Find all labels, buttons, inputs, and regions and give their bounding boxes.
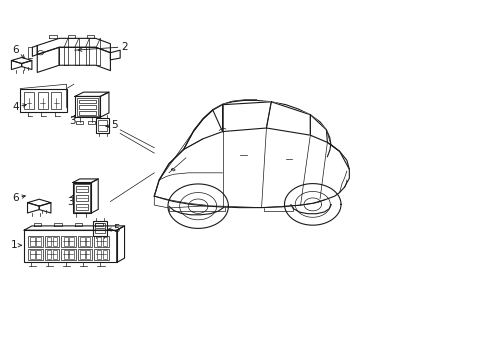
Bar — [53, 250, 57, 259]
Text: 2: 2 — [122, 42, 128, 52]
Bar — [98, 120, 107, 131]
Text: 3: 3 — [67, 197, 74, 207]
Bar — [96, 118, 109, 133]
Bar — [95, 223, 105, 233]
Bar — [30, 237, 35, 246]
Bar — [47, 237, 51, 246]
Bar — [28, 249, 42, 260]
Bar — [63, 237, 68, 246]
Text: 6: 6 — [12, 193, 19, 203]
Bar — [38, 92, 47, 109]
Bar — [24, 230, 117, 262]
Bar — [53, 237, 57, 246]
Bar — [47, 250, 51, 259]
Bar — [102, 237, 107, 246]
Bar — [86, 250, 90, 259]
Bar — [76, 186, 88, 192]
Bar — [69, 237, 74, 246]
Bar — [76, 204, 88, 210]
Bar — [20, 89, 66, 112]
Text: 5: 5 — [113, 224, 119, 234]
Bar — [69, 250, 74, 259]
Bar — [44, 236, 59, 247]
Bar — [74, 184, 90, 212]
Bar — [44, 249, 59, 260]
Polygon shape — [266, 102, 310, 135]
Bar — [51, 92, 61, 109]
Polygon shape — [310, 115, 327, 142]
Text: 6: 6 — [12, 45, 19, 55]
Bar — [79, 100, 96, 103]
Bar — [24, 92, 34, 109]
Bar — [78, 236, 92, 247]
Text: 3: 3 — [69, 116, 76, 126]
Bar — [77, 98, 98, 116]
Bar — [76, 121, 83, 124]
Polygon shape — [222, 102, 271, 132]
Bar — [76, 195, 88, 201]
Bar — [30, 250, 35, 259]
Bar — [79, 111, 96, 115]
Bar — [94, 249, 109, 260]
Bar — [94, 236, 109, 247]
Bar — [80, 237, 84, 246]
Bar — [97, 250, 101, 259]
Bar — [61, 249, 76, 260]
Bar — [102, 250, 107, 259]
Bar — [36, 237, 41, 246]
Bar — [73, 183, 91, 213]
Bar — [88, 121, 95, 124]
Bar — [97, 237, 101, 246]
Bar — [86, 237, 90, 246]
Bar — [28, 236, 42, 247]
Text: 5: 5 — [111, 121, 117, 130]
Text: 4: 4 — [12, 102, 19, 112]
Bar — [78, 249, 92, 260]
Bar — [80, 250, 84, 259]
Bar — [61, 236, 76, 247]
Bar — [63, 250, 68, 259]
Text: 1: 1 — [11, 240, 18, 250]
Bar — [93, 221, 107, 235]
Bar — [79, 105, 96, 109]
Bar — [36, 250, 41, 259]
Bar — [75, 96, 100, 117]
